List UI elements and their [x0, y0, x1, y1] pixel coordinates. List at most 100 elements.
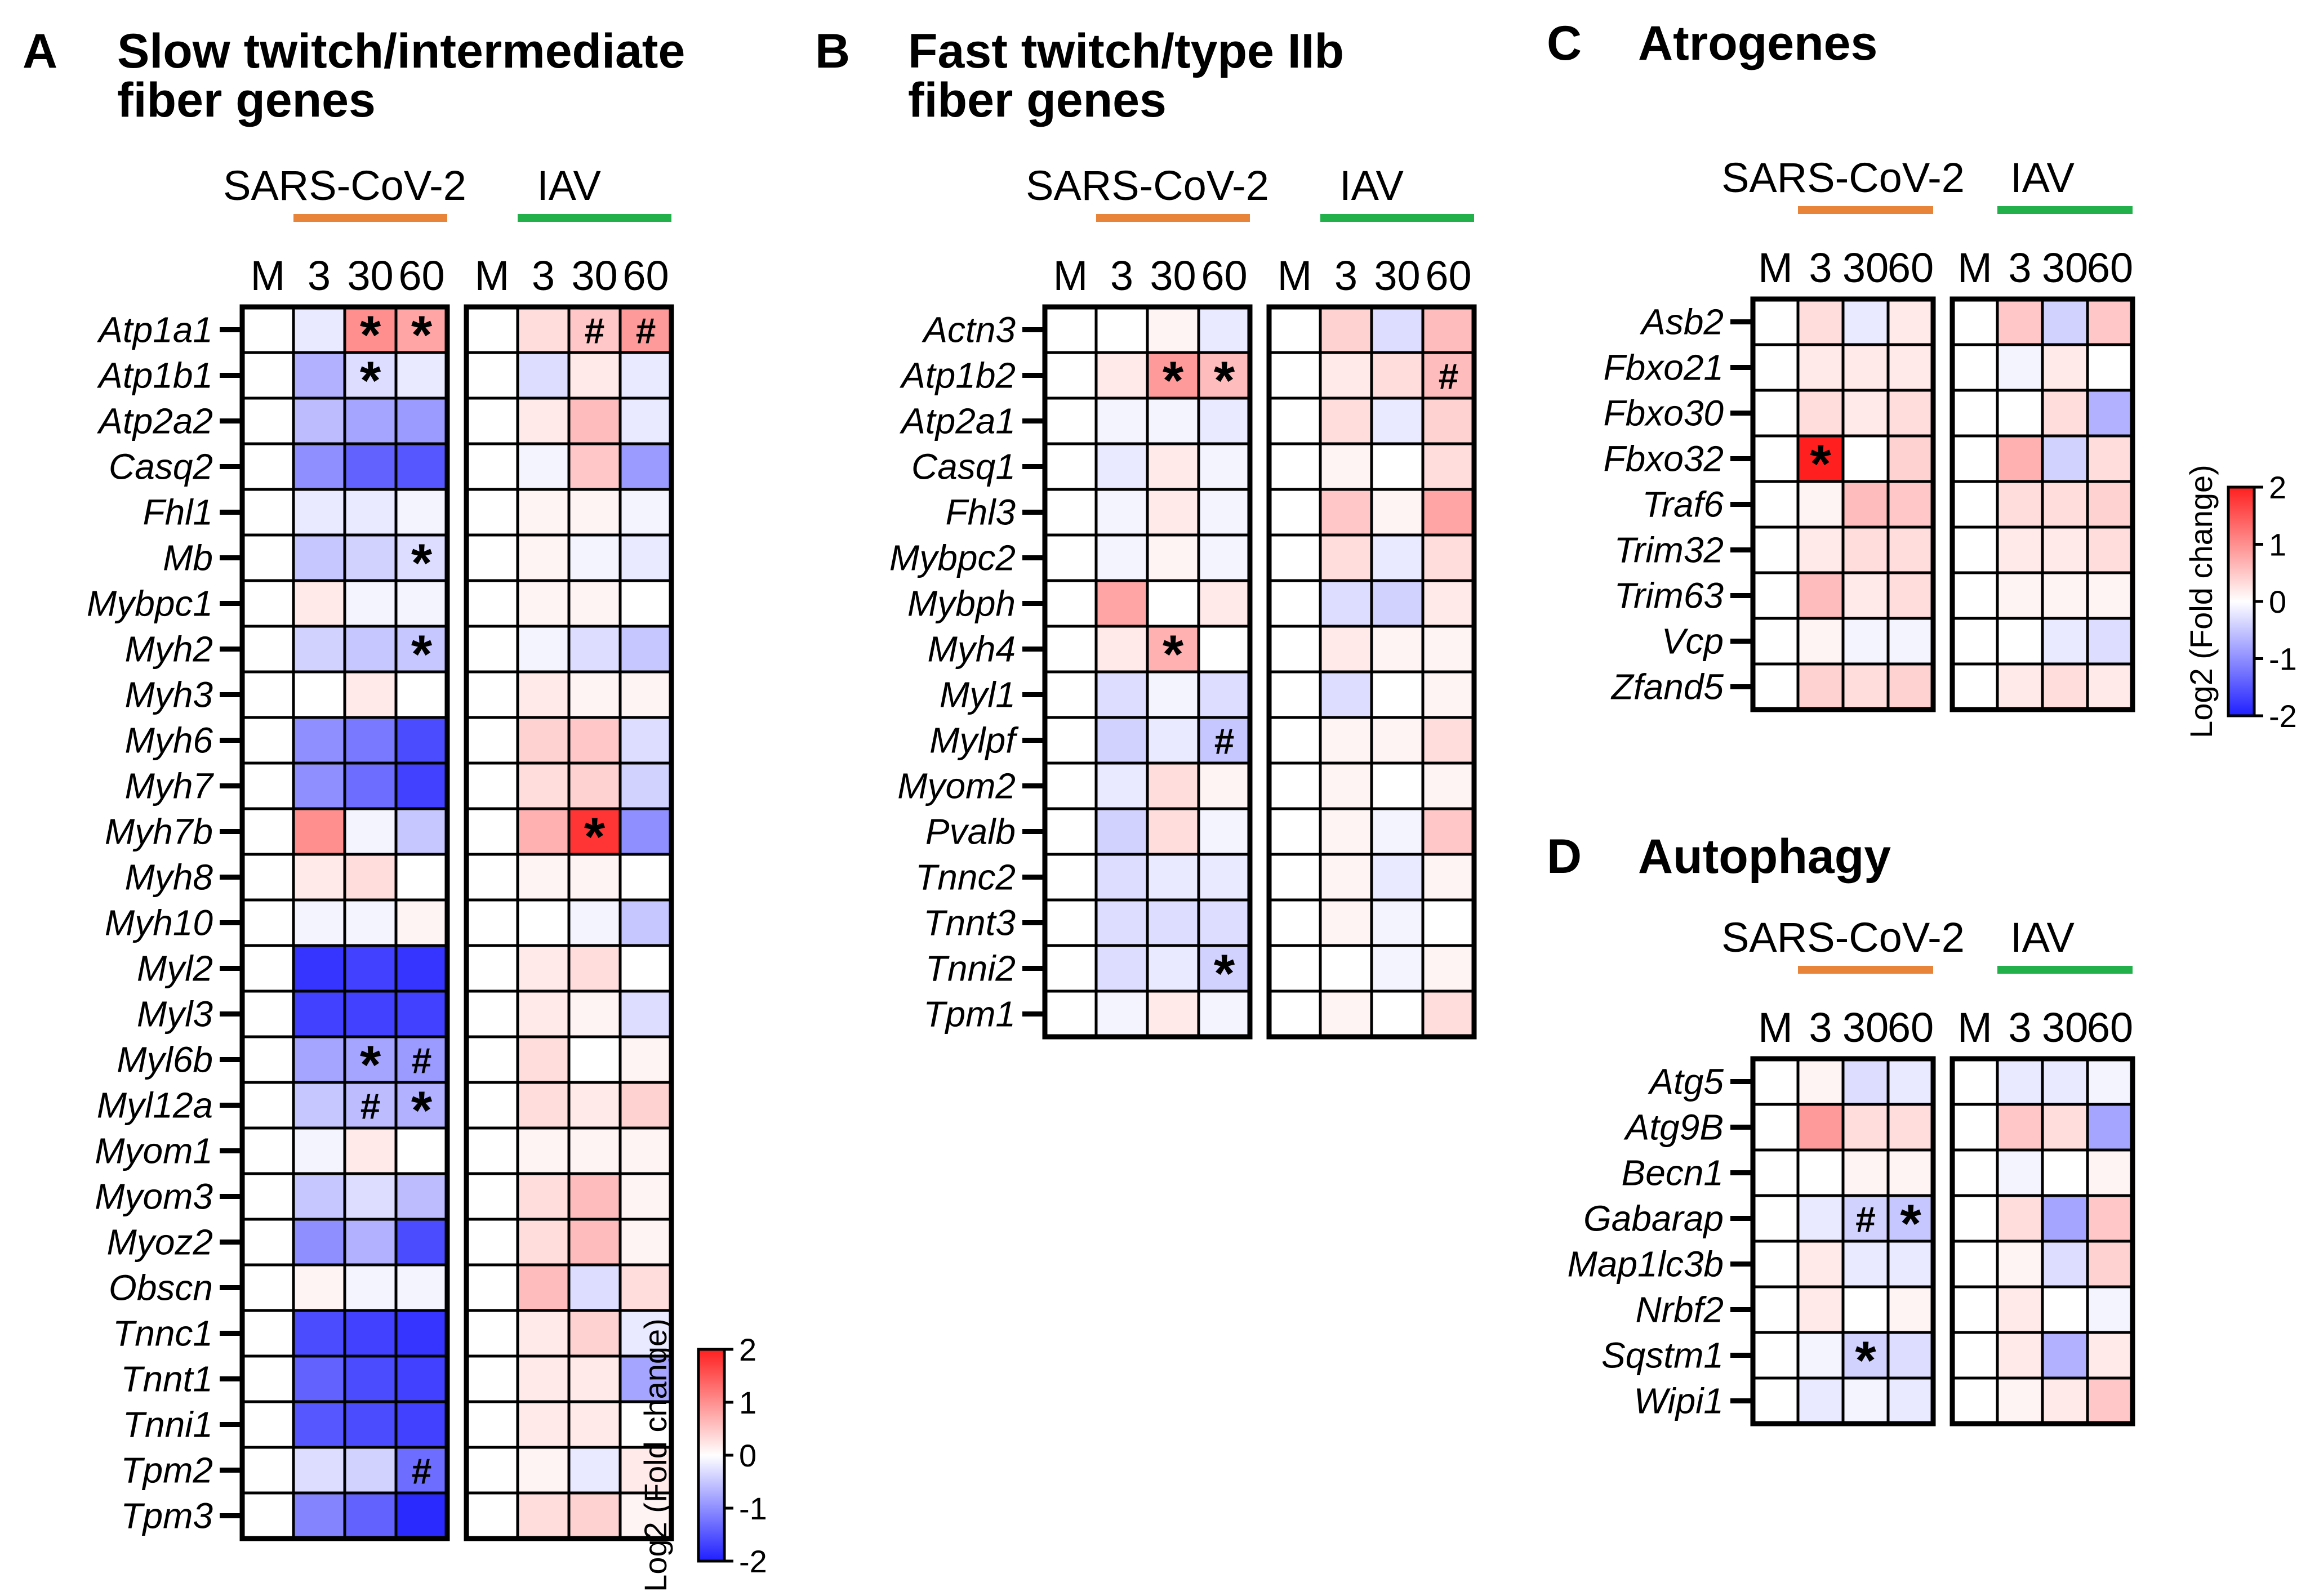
heatmap-cell [1043, 761, 1098, 810]
heatmap-cell [1370, 442, 1425, 491]
heatmap-cell [343, 807, 398, 856]
heatmap-cell [1841, 389, 1890, 438]
heatmap-cell [292, 1218, 346, 1267]
heatmap-cell [567, 1035, 622, 1084]
heatmap-cell [241, 1446, 295, 1495]
heatmap-cell [2041, 1148, 2089, 1197]
heatmap-cell [1319, 625, 1373, 674]
heatmap-cell [1094, 442, 1149, 491]
heatmap-cell [1841, 1103, 1890, 1152]
heatmap-cell [1146, 579, 1200, 628]
heatmap-block-border [1750, 1056, 1936, 1426]
heatmap-cell [1796, 1103, 1845, 1152]
heatmap-cell [1796, 434, 1845, 483]
panel-letter: B [815, 24, 850, 78]
heatmap-cell [2086, 571, 2134, 620]
heatmap-cell [516, 351, 571, 400]
colorbar-tick-label: 0 [739, 1438, 756, 1473]
heatmap-cell [516, 1081, 571, 1130]
heatmap-cell [1421, 944, 1476, 993]
heatmap-cell [1267, 944, 1322, 993]
heatmap-cell [1043, 670, 1098, 719]
heatmap-cell [618, 716, 673, 765]
heatmap-cell [1796, 525, 1845, 574]
heatmap-cell [1886, 1148, 1935, 1197]
heatmap-cell [2041, 389, 2089, 438]
heatmap-cell [241, 396, 295, 445]
column-label: M [1957, 1004, 1992, 1051]
colorbar [697, 1348, 726, 1563]
heatmap-cell [1951, 1376, 1999, 1425]
heatmap-cell [1146, 305, 1200, 354]
gene-label: Pvalb [925, 812, 1016, 852]
heatmap-cell [241, 488, 295, 537]
column-label: 3 [1334, 252, 1357, 299]
heatmap-cell [241, 670, 295, 719]
heatmap-cell [516, 1446, 571, 1495]
heatmap-cell [241, 807, 295, 856]
heatmap-cell [567, 1400, 622, 1449]
heatmap-cell [1886, 1376, 1935, 1425]
colorbar-tick-label: 2 [2269, 470, 2286, 505]
heatmap-cell [2086, 1240, 2134, 1289]
gene-label: Myh7b [105, 812, 213, 852]
significance-star: * [360, 1035, 381, 1095]
heatmap-cell [1751, 1240, 1800, 1289]
heatmap-cell [1094, 579, 1149, 628]
column-label: 60 [1888, 1004, 1934, 1051]
heatmap-cell [1751, 617, 1800, 666]
heatmap-cell [394, 1400, 449, 1449]
heatmap-cell [1751, 297, 1800, 346]
group-label-iav: IAV [2010, 154, 2075, 201]
heatmap-cell [1197, 761, 1252, 810]
significance-star: * [411, 1081, 433, 1141]
heatmap-cell [567, 1081, 622, 1130]
heatmap-cell [394, 533, 449, 582]
heatmap-cell [241, 533, 295, 582]
gene-label: Myom1 [95, 1131, 213, 1171]
heatmap-cell [465, 488, 519, 537]
heatmap-cell [465, 944, 519, 993]
heatmap-cell [1996, 571, 2044, 620]
heatmap-cell [516, 716, 571, 765]
group-label-sars: SARS-CoV-2 [223, 162, 466, 209]
heatmap-cell [343, 1081, 398, 1130]
heatmap-cell [1094, 396, 1149, 445]
heatmap-cell [1751, 480, 1800, 529]
heatmap-cell [1951, 1148, 1999, 1197]
heatmap-cell [2041, 1103, 2089, 1152]
gene-label: Atp1b1 [96, 355, 213, 396]
column-label: 30 [347, 252, 393, 299]
heatmap-cell [292, 1400, 346, 1449]
gene-label: Fhl1 [143, 492, 213, 533]
heatmap-cell [465, 1263, 519, 1312]
heatmap-cell [516, 1354, 571, 1403]
heatmap-cell [1841, 525, 1890, 574]
heatmap-cell [1319, 579, 1373, 628]
heatmap-cell [1421, 533, 1476, 582]
heatmap-cell [1370, 351, 1425, 400]
heatmap-cell [567, 396, 622, 445]
gene-label: Tnnc2 [915, 857, 1016, 898]
heatmap-cell [1886, 1285, 1935, 1334]
heatmap-cell [618, 1035, 673, 1084]
heatmap-cell [2086, 1194, 2134, 1243]
heatmap-cell [343, 1400, 398, 1449]
heatmap-cell [1319, 853, 1373, 902]
heatmap-cell [1951, 1240, 1999, 1289]
gene-label: Becn1 [1622, 1153, 1724, 1193]
heatmap-cell [241, 716, 295, 765]
heatmap-cell [567, 1218, 622, 1267]
heatmap-cell [1796, 571, 1845, 620]
heatmap-cell [567, 442, 622, 491]
heatmap-cell [2041, 1285, 2089, 1334]
heatmap-cell [516, 1400, 571, 1449]
gene-label: Mybpc1 [87, 583, 213, 624]
heatmap-cell [343, 533, 398, 582]
gene-label: Trim63 [1614, 576, 1724, 616]
heatmap-cell [1267, 579, 1322, 628]
heatmap-cell [618, 670, 673, 719]
heatmap-cell [1043, 898, 1098, 947]
gene-label: Sqstm1 [1601, 1335, 1724, 1376]
